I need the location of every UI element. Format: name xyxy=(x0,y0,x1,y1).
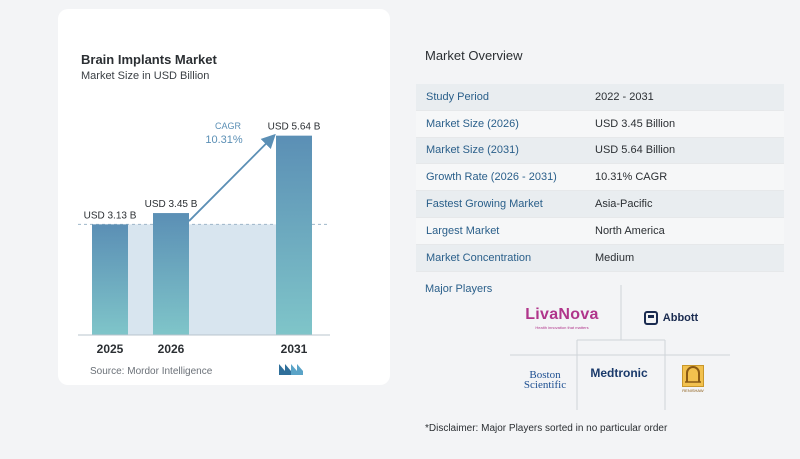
x-tick-2031: 2031 xyxy=(281,342,308,356)
disclaimer-text: *Disclaimer: Major Players sorted in no … xyxy=(425,423,668,434)
x-tick-2026: 2026 xyxy=(158,342,185,356)
abbott-wordmark: Abbott xyxy=(662,312,699,324)
overview-label: Largest Market xyxy=(426,224,500,237)
renishaw-icon xyxy=(682,365,704,387)
livanova-tagline: Health innovation that matters xyxy=(535,325,589,330)
overview-label: Growth Rate (2026 - 2031) xyxy=(426,171,557,184)
overview-value: North America xyxy=(595,224,665,237)
overview-value: Medium xyxy=(595,251,635,264)
bar-2026 xyxy=(153,213,189,335)
overview-value: USD 5.64 Billion xyxy=(595,144,676,157)
overview-row: Study Period 2022 - 2031 xyxy=(416,84,784,111)
major-players-title: Major Players xyxy=(425,283,493,295)
source-text: Source: Mordor Intelligence xyxy=(90,366,213,377)
data-label-2031: USD 5.64 B xyxy=(268,122,321,133)
medtronic-logo: Medtronic xyxy=(584,364,654,382)
boston-scientific-logo: Boston Scientific xyxy=(514,368,576,392)
overview-row: Market Concentration Medium xyxy=(416,244,784,272)
chart-title: Brain Implants Market xyxy=(81,52,217,67)
overview-row: Largest Market North America xyxy=(416,217,784,245)
overview-title: Market Overview xyxy=(425,48,523,63)
overview-table: Study Period 2022 - 2031 Market Size (20… xyxy=(416,84,784,272)
overview-row: Market Size (2031) USD 5.64 Billion xyxy=(416,137,784,165)
scientific-wordmark: Scientific xyxy=(523,379,567,391)
data-label-2026: USD 3.45 B xyxy=(145,199,198,210)
data-label-2025: USD 3.13 B xyxy=(84,210,137,221)
cagr-label: CAGR xyxy=(215,121,242,131)
overview-label: Market Size (2031) xyxy=(426,144,519,157)
livanova-wordmark: LivaNova xyxy=(525,306,599,323)
cagr-value: 10.31% xyxy=(205,134,243,146)
abbott-logo: Abbott xyxy=(636,309,706,327)
overview-row: Fastest Growing Market Asia-Pacific xyxy=(416,191,784,218)
overview-value: 10.31% CAGR xyxy=(595,171,668,184)
boston-wordmark: Boston xyxy=(529,369,561,381)
abbott-icon xyxy=(643,311,658,325)
bar-2031 xyxy=(276,135,312,335)
players-grid xyxy=(510,285,730,410)
overview-row: Market Size (2026) USD 3.45 Billion xyxy=(416,110,784,138)
renishaw-wordmark: RENISHAW xyxy=(682,388,704,393)
cagr-arrow xyxy=(188,133,276,222)
chart-subtitle: Market Size in USD Billion xyxy=(81,70,210,82)
overview-label: Market Size (2026) xyxy=(426,117,519,130)
livanova-logo: LivaNova Health innovation that matters xyxy=(522,305,602,331)
bar-2025 xyxy=(92,224,128,335)
overview-label: Fastest Growing Market xyxy=(426,198,543,211)
overview-label: Market Concentration xyxy=(426,251,532,264)
overview-value: USD 3.45 Billion xyxy=(595,117,676,130)
mordor-logo-icon xyxy=(279,364,303,375)
x-tick-2025: 2025 xyxy=(97,342,124,356)
overview-label: Study Period xyxy=(426,90,489,103)
overview-row: Growth Rate (2026 - 2031) 10.31% CAGR xyxy=(416,164,784,192)
renishaw-logo: RENISHAW xyxy=(678,362,708,396)
medtronic-wordmark: Medtronic xyxy=(590,366,648,380)
overview-value: 2022 - 2031 xyxy=(595,90,654,103)
bar-chart: USD 3.13 B 2025 USD 3.45 B 2026 USD 5.64 B 20… xyxy=(78,121,330,356)
overview-value: Asia-Pacific xyxy=(595,198,653,211)
reference-band xyxy=(128,224,276,335)
